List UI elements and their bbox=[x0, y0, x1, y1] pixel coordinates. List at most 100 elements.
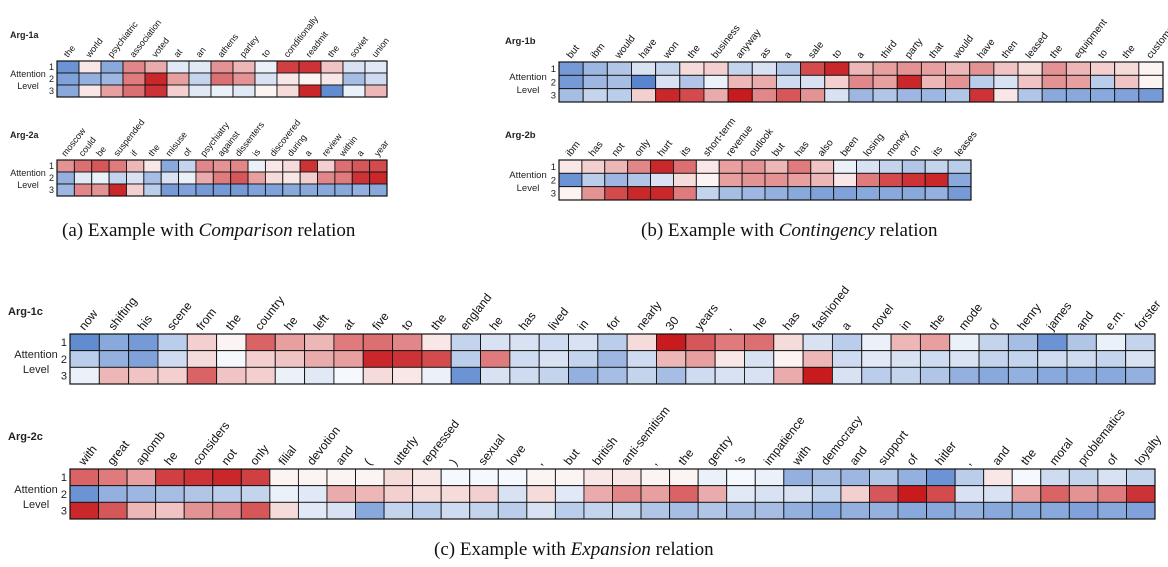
heatmap-cell bbox=[840, 501, 870, 520]
heatmap-cell bbox=[655, 74, 681, 90]
heatmap-cell bbox=[1125, 468, 1156, 487]
heatmap-cell bbox=[1114, 61, 1140, 76]
level-tick-3: 3 bbox=[551, 189, 556, 200]
heatmap-cell bbox=[833, 159, 858, 174]
heatmap-cell bbox=[744, 366, 775, 385]
heatmap-cell bbox=[326, 485, 356, 503]
heatmap-cell bbox=[73, 159, 93, 173]
heatmap-cell bbox=[421, 333, 452, 352]
heatmap-cell bbox=[254, 84, 278, 98]
heatmap-cell bbox=[254, 60, 278, 74]
heatmap-cell bbox=[695, 186, 720, 201]
word-label: and bbox=[333, 443, 356, 467]
word-label: the bbox=[62, 43, 78, 59]
heatmap-cell bbox=[299, 171, 318, 185]
heatmap-cell bbox=[126, 183, 145, 197]
axis-title-line2: Level bbox=[17, 81, 39, 91]
heatmap-cell bbox=[945, 88, 971, 103]
heatmap-cell bbox=[606, 61, 632, 76]
heatmap-cell bbox=[811, 501, 842, 520]
heatmap-cell bbox=[195, 183, 214, 197]
heatmap-cell bbox=[122, 60, 146, 74]
heatmap-cell bbox=[166, 60, 190, 74]
heatmap-cell bbox=[703, 88, 729, 103]
heatmap-cell bbox=[901, 186, 926, 201]
heatmap-cell bbox=[669, 501, 699, 520]
heatmap-cell bbox=[1114, 88, 1140, 103]
heatmap-cell bbox=[626, 366, 657, 385]
heatmap-cell bbox=[73, 183, 93, 197]
word-label: only bbox=[633, 138, 653, 159]
heatmap-cell bbox=[787, 172, 812, 188]
word-label: but bbox=[770, 141, 787, 159]
heatmap-cell bbox=[100, 72, 124, 86]
heatmap-cell bbox=[392, 366, 423, 385]
word-label: third bbox=[879, 39, 900, 61]
axis-title-line1: Attention bbox=[14, 349, 57, 361]
heatmap-cell bbox=[56, 183, 75, 197]
heatmap-cell bbox=[122, 84, 146, 98]
heatmap-cell bbox=[1037, 333, 1068, 352]
heatmap-cell bbox=[362, 333, 394, 352]
heatmap-cell bbox=[143, 183, 162, 197]
word-label: the bbox=[1018, 446, 1040, 468]
heatmap-cell bbox=[597, 366, 628, 385]
heatmap-cell bbox=[56, 171, 75, 185]
heatmap-cell bbox=[897, 468, 928, 487]
word-label: loyalty bbox=[1132, 432, 1164, 467]
word-label: hitler bbox=[932, 439, 959, 468]
heatmap-cell bbox=[1007, 366, 1039, 385]
level-tick-2: 2 bbox=[49, 74, 54, 84]
heatmap-cell bbox=[355, 485, 385, 503]
heatmap-cell bbox=[188, 84, 212, 98]
heatmap-cell bbox=[144, 60, 168, 74]
word-label: its bbox=[679, 144, 694, 159]
heatmap-cell bbox=[364, 72, 388, 86]
heatmap-cell bbox=[597, 333, 628, 352]
heatmap-cell bbox=[1138, 61, 1164, 76]
heatmap-cell bbox=[98, 350, 130, 368]
heatmap-cell bbox=[78, 84, 102, 98]
caption-c-suffix: relation bbox=[651, 539, 714, 560]
heatmap-cell bbox=[1095, 366, 1127, 385]
heatmap-cell bbox=[69, 468, 100, 487]
heatmap-cell bbox=[73, 171, 93, 185]
heatmap-cell bbox=[656, 366, 687, 385]
heatmap-cell bbox=[183, 501, 214, 520]
word-label: the bbox=[1120, 43, 1137, 61]
heatmap-cell bbox=[355, 468, 385, 487]
word-label: as bbox=[758, 46, 773, 61]
heatmap-cell bbox=[554, 468, 585, 487]
heatmap-cell bbox=[878, 159, 903, 174]
heatmap-cell bbox=[754, 485, 785, 503]
heatmap-cell bbox=[1114, 74, 1140, 90]
heatmap-cell bbox=[1041, 74, 1067, 90]
heatmap-cell bbox=[160, 183, 180, 197]
heatmap-cell bbox=[650, 159, 674, 174]
heatmap-cell bbox=[144, 84, 168, 98]
heatmap-cell bbox=[582, 88, 608, 103]
heatmap-cell bbox=[126, 468, 157, 487]
heatmap-cell bbox=[509, 366, 540, 385]
heatmap-cell bbox=[276, 60, 300, 74]
heatmap-cell bbox=[509, 333, 540, 352]
heatmap-cell bbox=[274, 366, 306, 385]
heatmap-cell bbox=[1068, 501, 1099, 520]
word-label: losing bbox=[862, 131, 887, 158]
heatmap-cell bbox=[98, 468, 128, 487]
heatmap-cell bbox=[741, 186, 766, 201]
heatmap-cell bbox=[714, 350, 745, 368]
heatmap-cell bbox=[326, 501, 356, 520]
heatmap-cell bbox=[718, 186, 743, 201]
heatmap-cell bbox=[583, 501, 613, 520]
word-label: lived bbox=[545, 305, 571, 333]
heatmap-cell bbox=[1065, 88, 1091, 103]
heatmap-cell bbox=[824, 61, 850, 76]
word-label: scene bbox=[164, 299, 195, 333]
heatmap-cell bbox=[195, 159, 214, 173]
word-label: , bbox=[647, 457, 660, 468]
heatmap-cell bbox=[1037, 350, 1068, 368]
word-label: have bbox=[975, 37, 997, 61]
word-label: to bbox=[260, 47, 273, 59]
